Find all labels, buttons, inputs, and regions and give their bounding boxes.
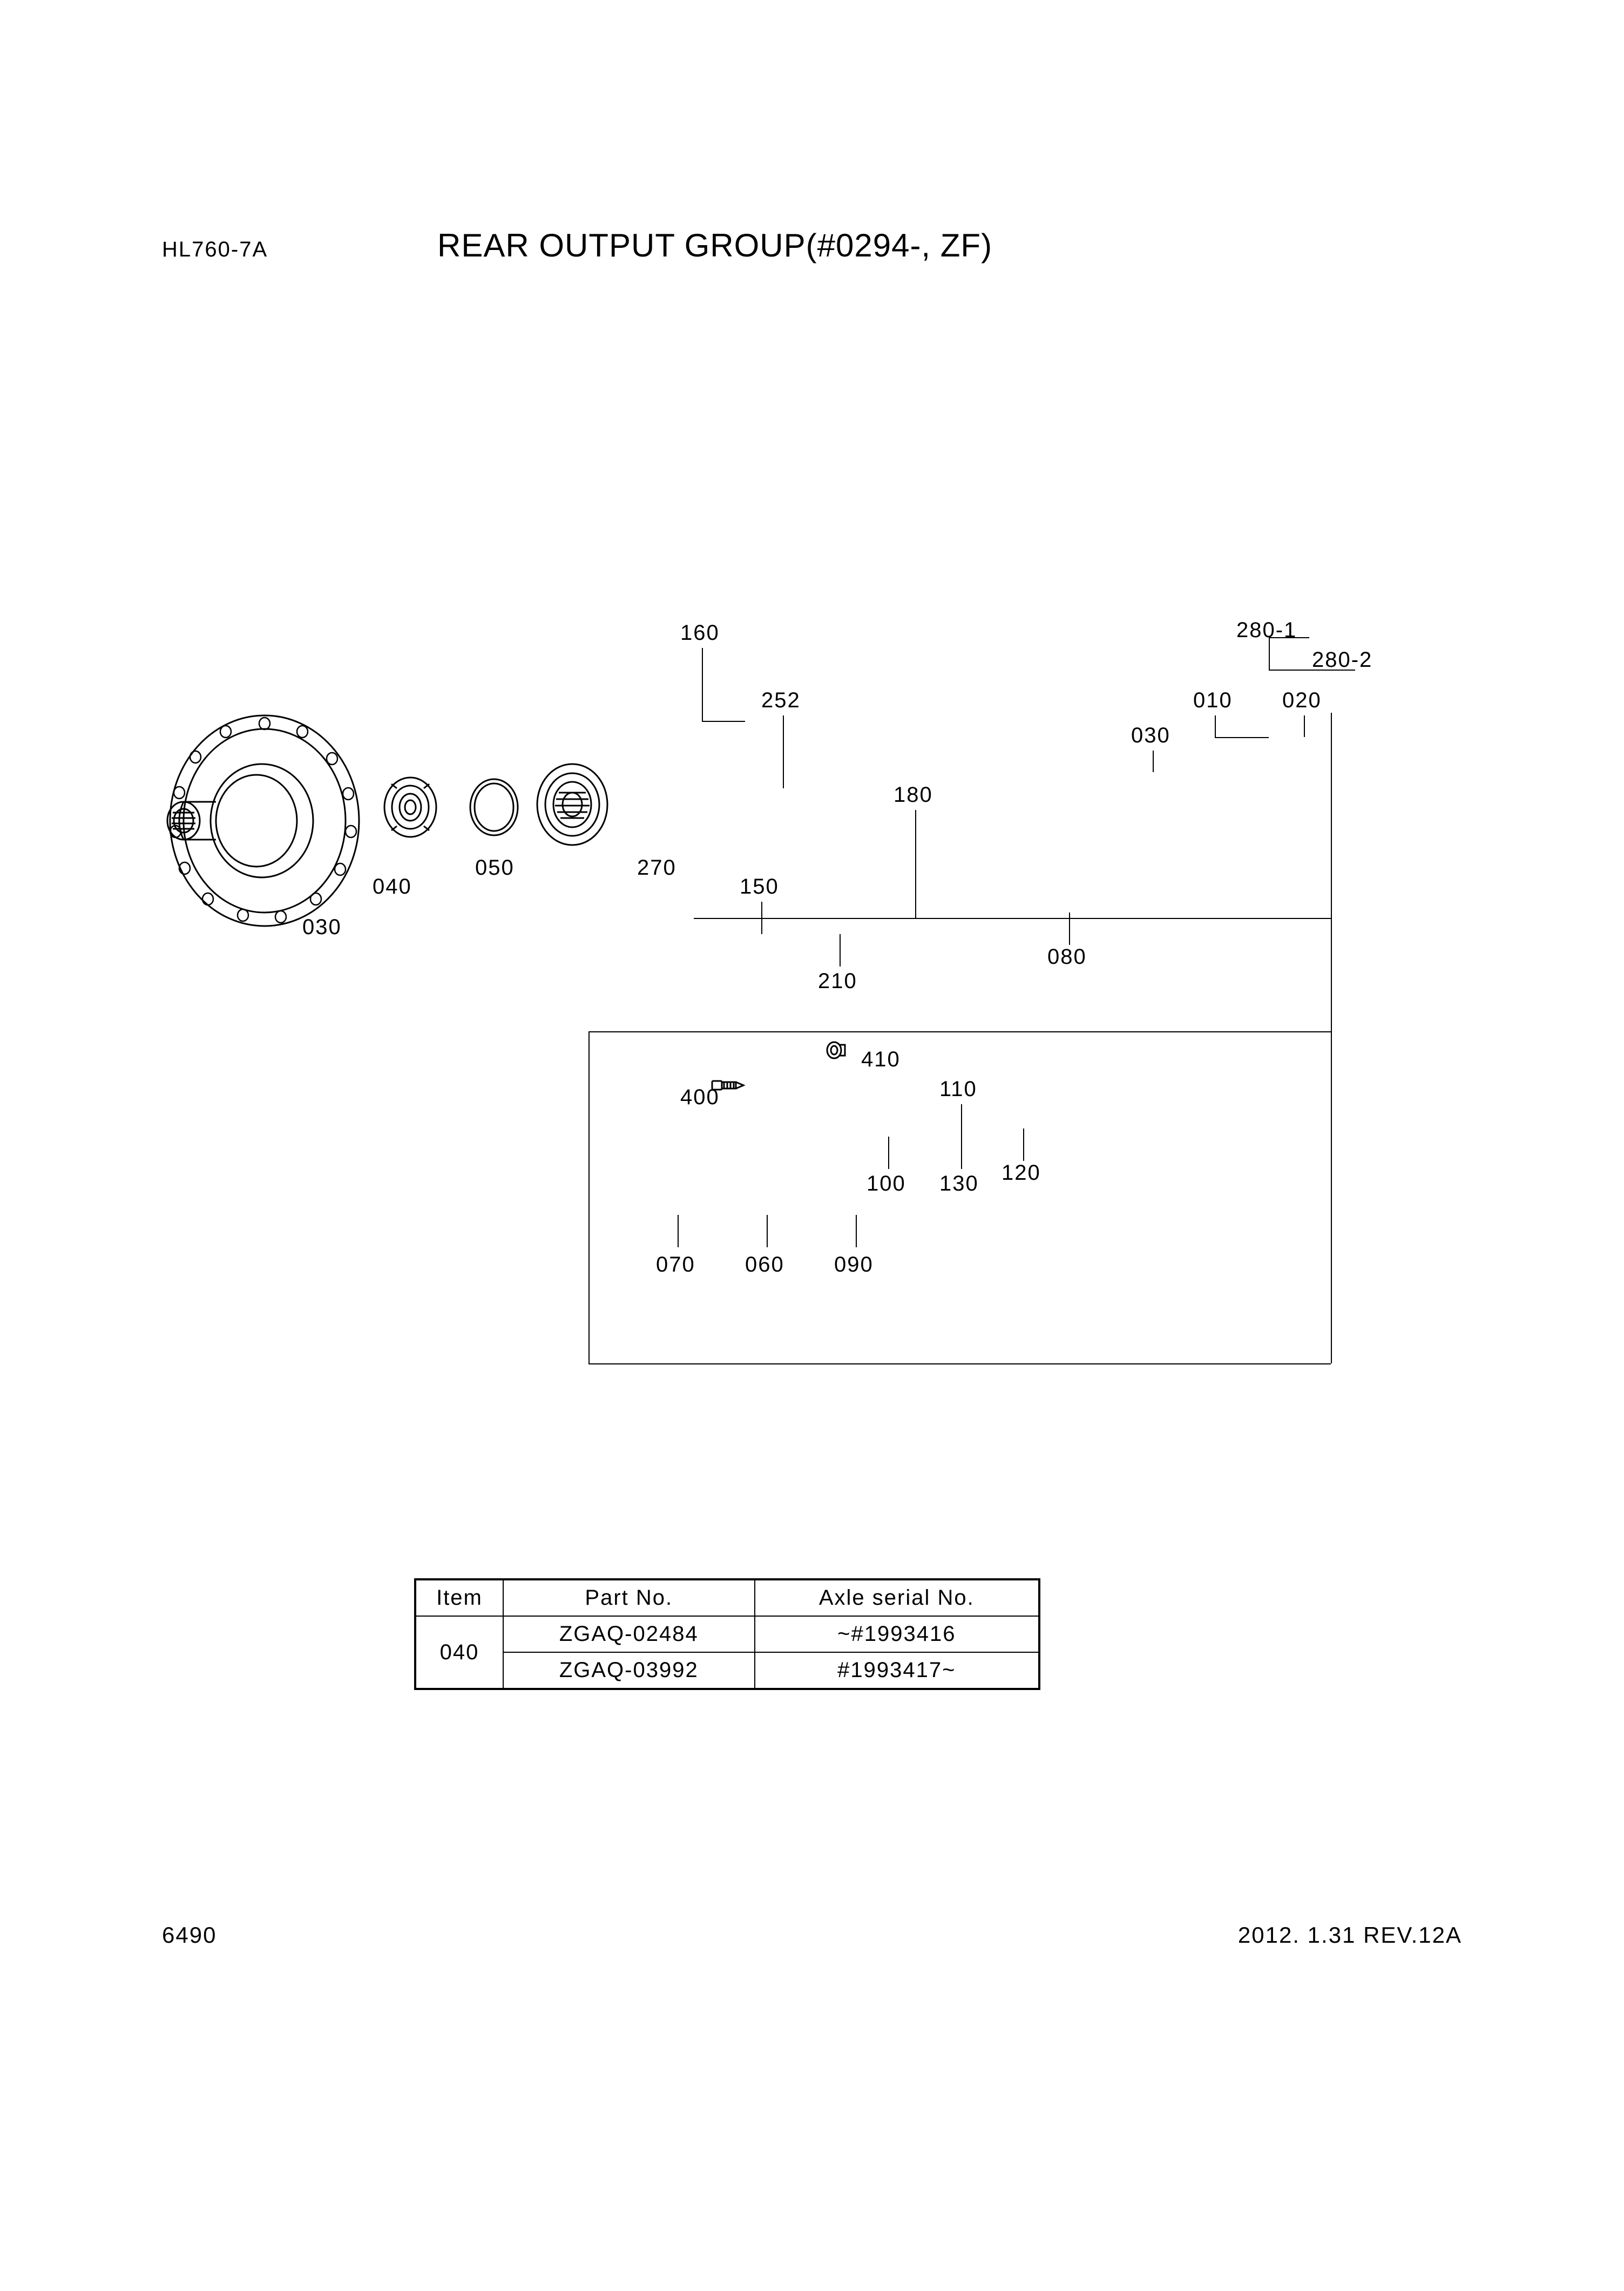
callout-270: 270 [637,856,676,880]
leader-line [1331,918,1332,1031]
callout-252: 252 [761,688,801,713]
cell-serial: #1993417~ [755,1652,1039,1688]
nut-410-part [823,1039,850,1061]
leader-line [767,1215,768,1247]
col-partno: Part No. [503,1580,755,1616]
exploded-diagram: 160 252 280-1 280-2 010 020 030 270 180 150 040 050… [162,567,1458,1377]
callout-180: 180 [894,783,933,807]
col-item: Item [416,1580,503,1616]
leader-line [678,1215,679,1247]
leader-line [761,902,762,934]
o-ring-part [464,772,524,842]
model-code: HL760-7A [162,238,268,262]
revision-stamp: 2012. 1.31 REV.12A [1238,1922,1462,1948]
callout-400: 400 [680,1085,720,1110]
leader-line [783,715,784,788]
leader-line [856,1215,857,1247]
callout-410: 410 [861,1047,901,1072]
leader-line [1069,913,1070,945]
leader-line [1331,713,1332,918]
leader-line [694,918,915,919]
callout-160: 160 [680,621,720,645]
leader-line [1215,737,1269,738]
seal-cover-part [529,756,615,853]
leader-line [915,810,916,918]
callout-110: 110 [939,1077,977,1101]
leader-line [961,1137,962,1169]
leader-line [1153,751,1154,772]
leader-line [915,918,1331,919]
callout-280-1: 280-1 [1236,618,1297,643]
callout-010: 010 [1193,688,1233,713]
leader-line [1331,1031,1332,1363]
leader-line [588,1031,1331,1032]
callout-080: 080 [1047,945,1087,969]
hub-flange-part [135,702,373,940]
leader-line [961,1104,962,1137]
callout-210: 210 [818,969,857,994]
callout-060: 060 [745,1253,784,1277]
callout-030: 030 [1131,724,1170,748]
page-title: REAR OUTPUT GROUP(#0294-, ZF) [437,227,992,264]
callout-090: 090 [834,1253,874,1277]
page-number: 6490 [162,1922,216,1948]
leader-line [588,1363,1331,1364]
callout-130: 130 [939,1172,979,1196]
bearing-part [378,767,448,848]
table-row: 040 ZGAQ-02484 ~#1993416 [416,1616,1039,1652]
callout-020: 020 [1282,688,1322,713]
cell-item: 040 [416,1616,503,1688]
leader-line [702,721,745,722]
col-serial: Axle serial No. [755,1580,1039,1616]
leader-line [840,934,841,967]
cell-partno: ZGAQ-02484 [503,1616,755,1652]
callout-030b: 030 [302,915,342,940]
table-header-row: Item Part No. Axle serial No. [416,1580,1039,1616]
callout-100: 100 [867,1172,906,1196]
leader-line [588,1031,590,1363]
leader-line [1215,715,1216,737]
callout-280-2: 280-2 [1312,648,1372,672]
callout-150: 150 [740,875,779,899]
callout-040: 040 [373,875,412,899]
callout-120: 120 [1002,1161,1041,1185]
callout-070: 070 [656,1253,695,1277]
callout-050: 050 [475,856,515,880]
leader-line [888,1137,889,1169]
parts-table: Item Part No. Axle serial No. 040 ZGAQ-0… [414,1578,1040,1690]
cell-serial: ~#1993416 [755,1616,1039,1652]
leader-line [1304,715,1305,737]
page-root: HL760-7A REAR OUTPUT GROUP(#0294-, ZF) [0,0,1624,2291]
table-row: ZGAQ-03992 #1993417~ [416,1652,1039,1688]
leader-line [1023,1128,1024,1161]
leader-line [702,648,703,721]
cell-partno: ZGAQ-03992 [503,1652,755,1688]
